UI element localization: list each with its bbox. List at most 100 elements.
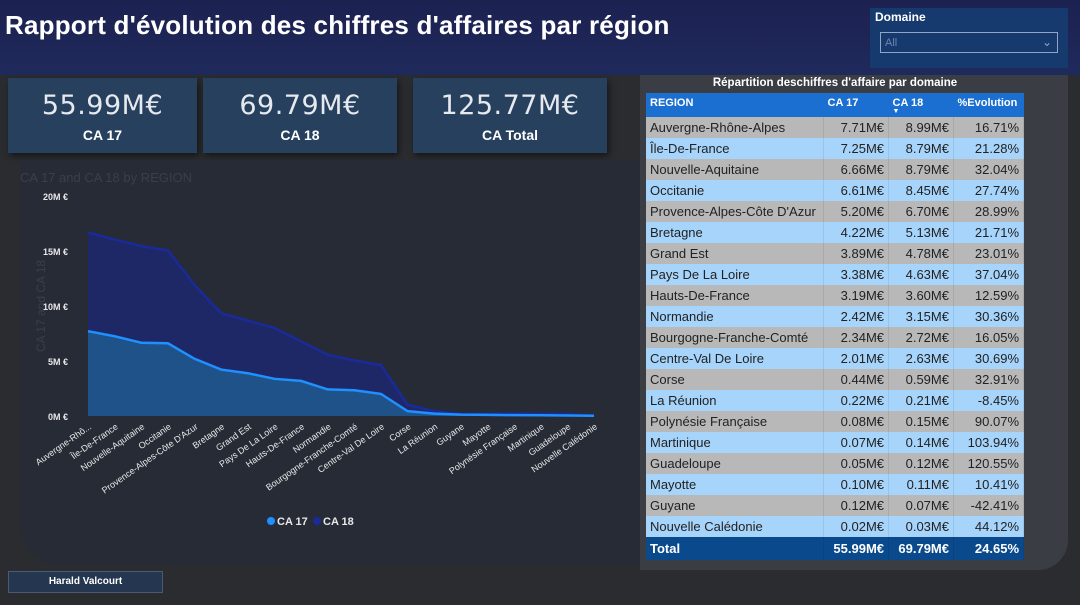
evolution-cell: 16.05% — [953, 327, 1025, 348]
region-table: REGION CA 17 CA 18 ▼ %Evolution Auvergne-… — [646, 93, 1025, 560]
table-row[interactable]: La Réunion 0.22M€ 0.21M€ -8.45% — [646, 390, 1025, 411]
ca18-cell: 8.79M€ — [888, 138, 954, 159]
table-row[interactable]: Pays De La Loire 3.38M€ 4.63M€ 37.04% — [646, 264, 1025, 285]
table-row[interactable]: Île-De-France 7.25M€ 8.79M€ 21.28% — [646, 138, 1025, 159]
ca17-cell: 0.08M€ — [823, 411, 890, 432]
total-cell: 69.79M€ — [888, 537, 954, 560]
y-tick-label: 0M € — [48, 412, 68, 422]
kpi-card-total: 125.77M€ CA Total — [413, 78, 607, 153]
evolution-cell: 10.41% — [953, 474, 1025, 495]
ca17-cell: 6.66M€ — [823, 159, 890, 180]
table-row[interactable]: Hauts-De-France 3.19M€ 3.60M€ 12.59% — [646, 285, 1025, 306]
evolution-cell: 23.01% — [953, 243, 1025, 264]
region-cell: Martinique — [646, 432, 825, 453]
table-row[interactable]: Nouvelle-Aquitaine 6.66M€ 8.79M€ 32.04% — [646, 159, 1025, 180]
ca18-cell: 5.13M€ — [888, 222, 954, 243]
ca17-cell: 7.71M€ — [823, 117, 890, 138]
total-cell: 55.99M€ — [823, 537, 890, 560]
page-title: Rapport d'évolution des chiffres d'affai… — [5, 10, 670, 40]
evolution-cell: 32.91% — [953, 369, 1025, 390]
region-cell: Grand Est — [646, 243, 825, 264]
evolution-cell: 37.04% — [953, 264, 1025, 285]
region-cell: Guyane — [646, 495, 825, 516]
kpi-label: CA 18 — [280, 127, 320, 143]
evolution-cell: 30.69% — [953, 348, 1025, 369]
table-header-row: REGION CA 17 CA 18 ▼ %Evolution — [646, 93, 1024, 117]
table-row[interactable]: Bourgogne-Franche-Comté 2.34M€ 2.72M€ 16.05… — [646, 327, 1025, 348]
y-tick-label: 20M € — [43, 192, 68, 202]
ca17-cell: 2.42M€ — [823, 306, 890, 327]
column-header-region[interactable]: REGION — [646, 93, 824, 117]
ca18-cell: 0.11M€ — [888, 474, 954, 495]
table-row[interactable]: Polynésie Française 0.08M€ 0.15M€ 90.07% — [646, 411, 1025, 432]
region-cell: Bourgogne-Franche-Comté — [646, 327, 825, 348]
table-row[interactable]: Normandie 2.42M€ 3.15M€ 30.36% — [646, 306, 1025, 327]
column-header-ca17[interactable]: CA 17 — [823, 93, 889, 117]
column-header-evolution[interactable]: %Evolution — [953, 93, 1024, 117]
evolution-cell: 44.12% — [953, 516, 1025, 537]
evolution-cell: 90.07% — [953, 411, 1025, 432]
y-tick-label: 10M € — [43, 302, 68, 312]
ca18-cell: 4.63M€ — [888, 264, 954, 285]
line-ca18 — [87, 231, 595, 417]
legend-ca17-marker — [267, 517, 275, 525]
ca17-cell: 0.10M€ — [823, 474, 890, 495]
table-row[interactable]: Bretagne 4.22M€ 5.13M€ 21.71% — [646, 222, 1025, 243]
kpi-card-ca17: 55.99M€ CA 17 — [8, 78, 197, 153]
evolution-cell: 28.99% — [953, 201, 1025, 222]
evolution-cell: -42.41% — [953, 495, 1025, 516]
ca18-cell: 3.60M€ — [888, 285, 954, 306]
kpi-value: 125.77M€ — [440, 90, 580, 121]
evolution-cell: 103.94% — [953, 432, 1025, 453]
region-cell: Île-De-France — [646, 138, 825, 159]
chart-title: CA 17 and CA 18 by REGION — [20, 170, 192, 185]
ca18-cell: 6.70M€ — [888, 201, 954, 222]
ca18-cell: 8.79M€ — [888, 159, 954, 180]
ca18-cell: 2.63M€ — [888, 348, 954, 369]
evolution-cell: 21.28% — [953, 138, 1025, 159]
ca18-cell: 0.07M€ — [888, 495, 954, 516]
legend-ca18[interactable]: CA 18 — [323, 516, 354, 528]
ca18-cell: 0.59M€ — [888, 369, 954, 390]
region-cell: La Réunion — [646, 390, 825, 411]
ca18-cell: 8.99M€ — [888, 117, 954, 138]
table-row[interactable]: Martinique 0.07M€ 0.14M€ 103.94% — [646, 432, 1025, 453]
legend-ca17[interactable]: CA 17 — [277, 516, 308, 528]
region-cell: Occitanie — [646, 180, 825, 201]
y-axis-label: CA 17 and CA 18 — [34, 260, 48, 352]
table-row[interactable]: Nouvelle Calédonie 0.02M€ 0.03M€ 44.12% — [646, 516, 1025, 537]
y-tick-label: 5M € — [48, 357, 68, 367]
column-header-ca18[interactable]: CA 18 ▼ — [888, 93, 954, 117]
domain-dropdown[interactable]: All ⌄ — [880, 32, 1058, 53]
ca17-cell: 0.22M€ — [823, 390, 890, 411]
ca18-cell: 0.12M€ — [888, 453, 954, 474]
region-cell: Provence-Alpes-Côte D'Azur — [646, 201, 825, 222]
total-cell: 24.65% — [953, 537, 1025, 560]
x-tick-label: Guyane — [434, 421, 466, 447]
region-cell: Mayotte — [646, 474, 825, 495]
user-button[interactable]: Harald Valcourt — [8, 571, 163, 593]
table-row[interactable]: Guadeloupe 0.05M€ 0.12M€ 120.55% — [646, 453, 1025, 474]
table-row[interactable]: Centre-Val De Loire 2.01M€ 2.63M€ 30.69% — [646, 348, 1025, 369]
ca17-cell: 0.05M€ — [823, 453, 890, 474]
table-row[interactable]: Corse 0.44M€ 0.59M€ 32.91% — [646, 369, 1025, 390]
region-cell: Corse — [646, 369, 825, 390]
dropdown-value: All — [885, 37, 898, 49]
ca17-cell: 0.02M€ — [823, 516, 890, 537]
table-row[interactable]: Occitanie 6.61M€ 8.45M€ 27.74% — [646, 180, 1025, 201]
region-cell: Normandie — [646, 306, 825, 327]
region-cell: Auvergne-Rhône-Alpes — [646, 117, 825, 138]
table-row[interactable]: Mayotte 0.10M€ 0.11M€ 10.41% — [646, 474, 1025, 495]
table-row[interactable]: Auvergne-Rhône-Alpes 7.71M€ 8.99M€ 16.71% — [646, 117, 1025, 138]
table-row[interactable]: Grand Est 3.89M€ 4.78M€ 23.01% — [646, 243, 1025, 264]
evolution-cell: 27.74% — [953, 180, 1025, 201]
table-row[interactable]: Guyane 0.12M€ 0.07M€ -42.41% — [646, 495, 1025, 516]
ca17-cell: 7.25M€ — [823, 138, 890, 159]
evolution-cell: 120.55% — [953, 453, 1025, 474]
area-ca17 — [88, 331, 594, 416]
region-cell: Centre-Val De Loire — [646, 348, 825, 369]
evolution-cell: 12.59% — [953, 285, 1025, 306]
sort-desc-icon: ▼ — [892, 108, 900, 115]
region-cell: Nouvelle Calédonie — [646, 516, 825, 537]
table-row[interactable]: Provence-Alpes-Côte D'Azur 5.20M€ 6.70M€ 28… — [646, 201, 1025, 222]
